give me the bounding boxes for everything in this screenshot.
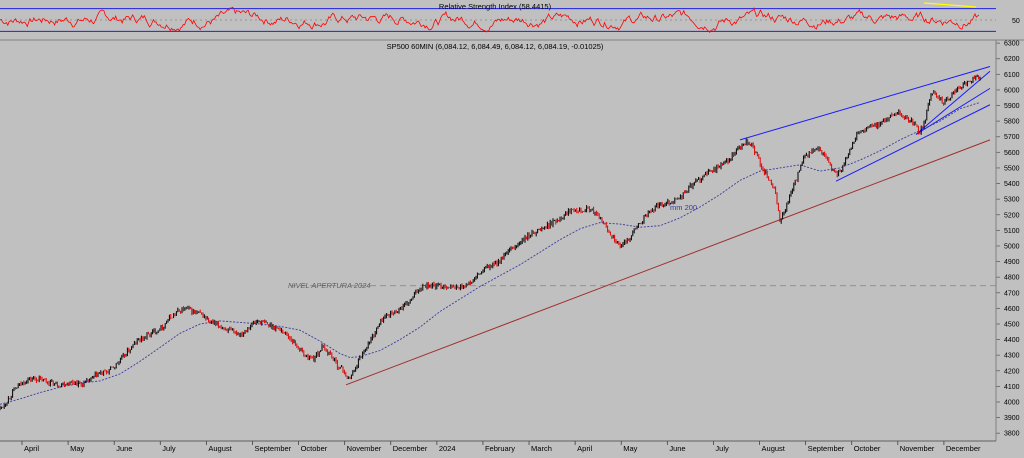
x-tick-label: October [854,444,881,453]
y-tick-label: 5100 [1004,228,1020,235]
x-tick-label: June [116,444,132,453]
x-tick-label: August [762,444,786,453]
trendlines [345,66,991,386]
rsi-panel: Relative Strength Index (58.4415) 50 [0,0,1024,41]
trendline [835,104,991,182]
rsi-tick-label: 50 [1012,18,1020,25]
y-tick-label: 3800 [1004,431,1020,438]
y-tick-label: 6100 [1004,72,1020,79]
rsi-divergence-line [923,2,977,8]
y-tick-label: 4800 [1004,275,1020,282]
y-tick-label: 4100 [1004,384,1020,391]
x-tick-label: March [531,444,552,453]
x-tick-label: April [577,444,592,453]
x-tick-label: July [162,444,176,453]
y-tick-label: 4700 [1004,290,1020,297]
moving-average-label: mm 200 [670,203,697,212]
price-x-axis: April May June July August September October No… [0,440,996,453]
x-tick-label: September [808,444,845,453]
x-tick-label: April [24,444,39,453]
y-tick-label: 4900 [1004,259,1020,266]
y-tick-label: 5200 [1004,212,1020,219]
y-tick-label: 3900 [1004,415,1020,422]
x-tick-label: 2024 [439,444,456,453]
y-tick-label: 4500 [1004,321,1020,328]
y-tick-label: 5300 [1004,197,1020,204]
x-tick-label: September [254,444,291,453]
price-title: SP500 60MIN (6,084.12, 6,084.49, 6,084.1… [387,42,604,51]
x-tick-label: October [301,444,328,453]
trendline [915,70,991,135]
trendline [345,139,991,386]
y-tick-label: 4000 [1004,399,1020,406]
rsi-title: Relative Strength Index (58.4415) [439,2,552,11]
y-tick-label: 5400 [1004,181,1020,188]
x-tick-label: May [623,444,637,453]
y-tick-label: 4200 [1004,368,1020,375]
y-tick-label: 5500 [1004,165,1020,172]
y-tick-label: 5900 [1004,103,1020,110]
x-tick-label: February [485,444,515,453]
y-tick-label: 4400 [1004,337,1020,344]
y-tick-label: 4600 [1004,306,1020,313]
y-tick-label: 5600 [1004,150,1020,157]
reference-level-label: NIVEL APERTURA 2024 [288,281,371,290]
x-tick-label: November [347,444,382,453]
trendline [739,66,991,141]
rsi-line [0,6,980,34]
y-tick-label: 6000 [1004,87,1020,94]
y-tick-label: 5700 [1004,134,1020,141]
price-y-axis: 3800 3900 4000 4100 4200 4300 4400 4500 4600 4700… [996,41,1020,438]
y-tick-label: 4300 [1004,353,1020,360]
x-tick-label: July [715,444,729,453]
price-candles [0,74,981,411]
price-panel: SP500 60MIN (6,084.12, 6,084.49, 6,084.1… [0,40,1020,453]
x-tick-label: December [946,444,981,453]
x-tick-label: August [208,444,232,453]
y-tick-label: 6300 [1004,41,1020,48]
moving-average-200-line [0,101,981,405]
x-tick-label: May [70,444,84,453]
y-tick-label: 5800 [1004,119,1020,126]
y-tick-label: 6200 [1004,56,1020,63]
x-tick-label: December [393,444,428,453]
x-tick-label: June [669,444,685,453]
y-tick-label: 5000 [1004,243,1020,250]
x-tick-label: November [900,444,935,453]
